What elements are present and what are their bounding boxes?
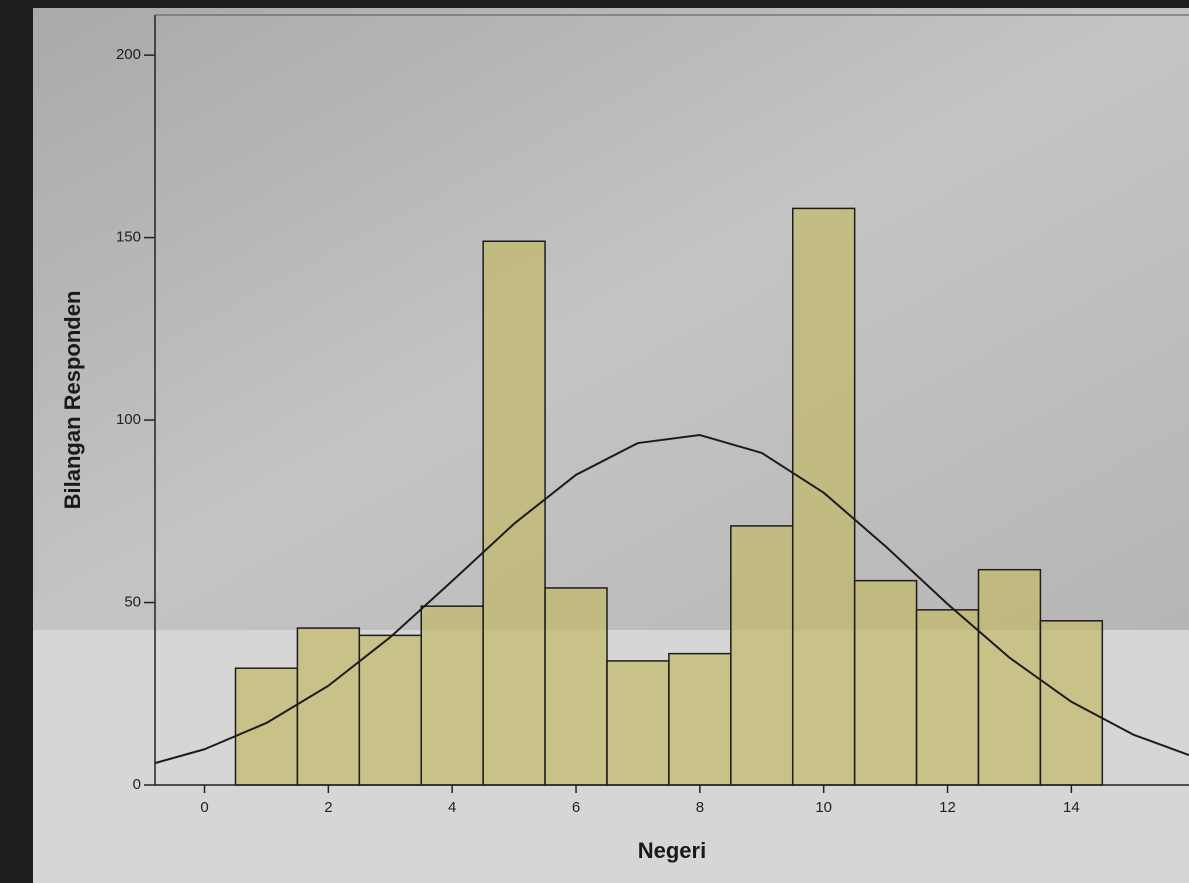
- bar: [853, 579, 918, 786]
- y-tick-label: 150: [116, 229, 141, 246]
- bar: [977, 568, 1042, 786]
- bar: [358, 634, 422, 786]
- bar: [915, 609, 980, 786]
- x-tick-label: 6: [572, 799, 580, 816]
- x-tick-label: 14: [1063, 799, 1080, 816]
- bar: [296, 627, 361, 786]
- y-tick-label: 200: [116, 46, 141, 63]
- x-tick-label: 8: [696, 799, 704, 816]
- y-tick-label: 50: [124, 594, 141, 611]
- bar: [420, 605, 484, 786]
- bar: [791, 207, 856, 786]
- bar: [668, 652, 732, 786]
- x-axis-title: Negeri: [638, 838, 706, 863]
- x-tick-label: 10: [815, 799, 832, 816]
- y-axis-title: Bilangan Responden: [60, 291, 85, 510]
- photo-overlay: [33, 8, 1189, 630]
- bar: [234, 667, 299, 786]
- x-tick-label: 2: [324, 799, 332, 816]
- bar: [544, 587, 608, 786]
- bar: [606, 660, 670, 786]
- x-tick-label: 12: [939, 799, 956, 816]
- bar: [482, 240, 546, 786]
- y-tick-label: 100: [116, 411, 141, 428]
- bar: [730, 525, 794, 786]
- x-tick-label: 4: [448, 799, 456, 816]
- y-tick-label: 0: [133, 776, 141, 793]
- normal-curve: [154, 434, 1189, 765]
- x-tick-label: 0: [200, 799, 208, 816]
